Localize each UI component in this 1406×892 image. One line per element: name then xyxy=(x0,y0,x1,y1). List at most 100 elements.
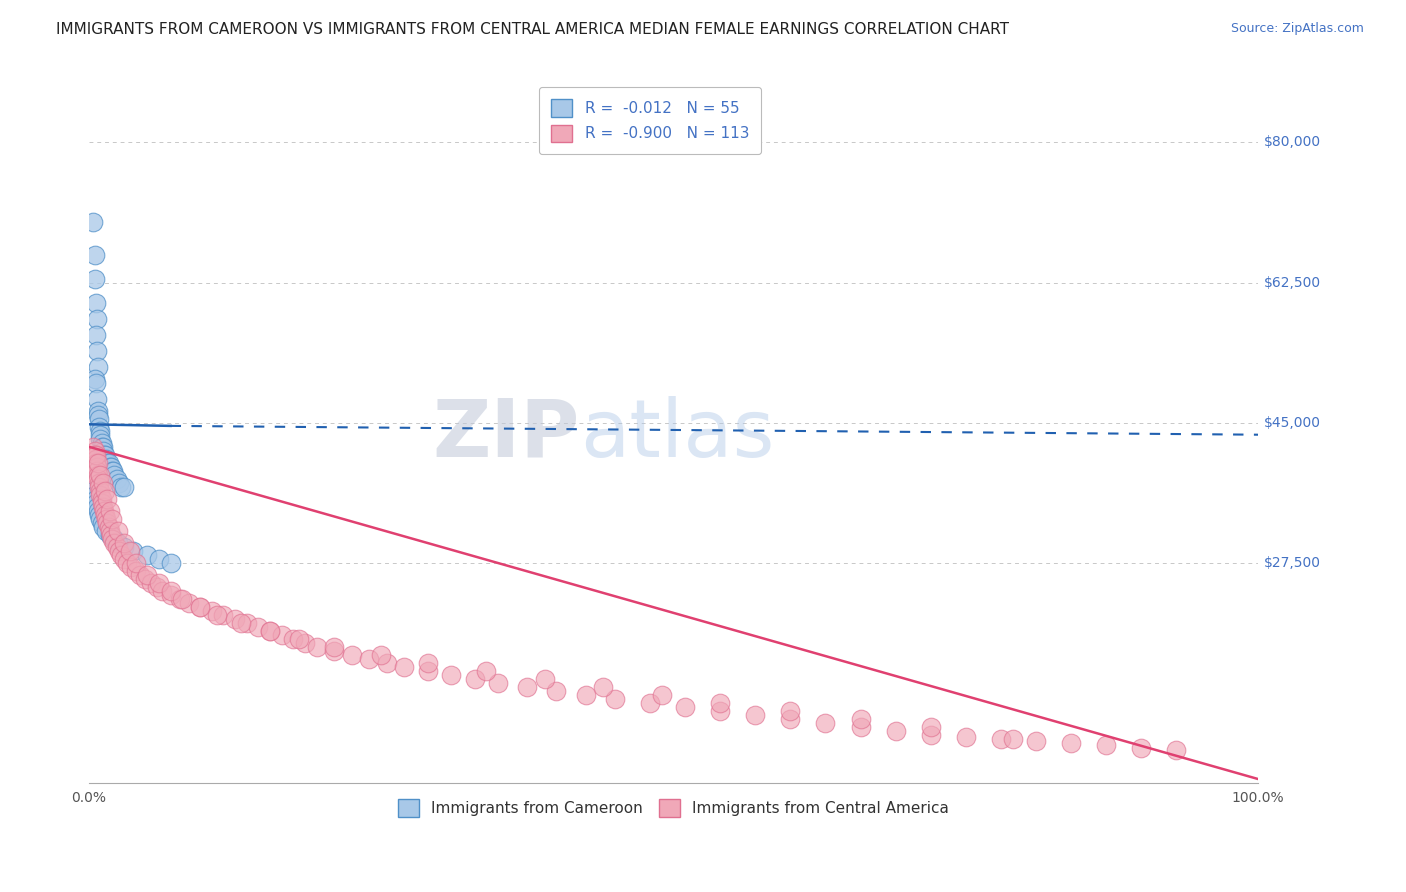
Point xyxy=(90,516,112,530)
Text: $80,000: $80,000 xyxy=(1264,136,1322,150)
Point xyxy=(84,496,107,510)
Point xyxy=(89,483,111,498)
Point xyxy=(294,636,316,650)
Point xyxy=(920,728,942,742)
Point xyxy=(82,440,104,454)
Point xyxy=(359,652,381,666)
Point xyxy=(96,491,118,506)
Point xyxy=(91,500,114,514)
Point xyxy=(89,467,111,482)
Point xyxy=(673,700,696,714)
Point xyxy=(87,359,110,374)
Point xyxy=(84,327,107,342)
Point xyxy=(229,615,252,630)
Point xyxy=(990,731,1012,746)
Point xyxy=(87,504,110,518)
Point xyxy=(475,664,498,678)
Point xyxy=(129,567,152,582)
Point xyxy=(87,403,110,417)
Point xyxy=(101,464,124,478)
Point xyxy=(90,496,112,510)
Point xyxy=(546,684,568,698)
Point xyxy=(323,644,346,658)
Point xyxy=(179,596,201,610)
Point xyxy=(89,508,111,522)
Point xyxy=(86,311,108,326)
Point xyxy=(96,456,118,470)
Point xyxy=(117,556,139,570)
Point xyxy=(100,459,122,474)
Point xyxy=(416,656,439,670)
Point xyxy=(96,512,118,526)
Point xyxy=(172,591,194,606)
Point xyxy=(375,656,398,670)
Point xyxy=(89,419,111,434)
Point xyxy=(118,544,141,558)
Point xyxy=(224,612,246,626)
Point xyxy=(110,548,132,562)
Point xyxy=(849,712,872,726)
Text: atlas: atlas xyxy=(579,396,775,474)
Point xyxy=(370,648,392,662)
Point xyxy=(124,564,146,578)
Point xyxy=(83,443,105,458)
Point xyxy=(744,708,766,723)
Point xyxy=(112,536,135,550)
Point xyxy=(288,632,311,646)
Point xyxy=(188,599,211,614)
Point xyxy=(110,480,132,494)
Point xyxy=(87,467,110,482)
Point xyxy=(91,520,114,534)
Point xyxy=(91,475,114,490)
Point xyxy=(270,628,292,642)
Point xyxy=(94,448,117,462)
Point xyxy=(105,540,128,554)
Point xyxy=(884,723,907,738)
Point xyxy=(235,615,257,630)
Point xyxy=(779,712,801,726)
Text: $27,500: $27,500 xyxy=(1264,556,1322,570)
Point xyxy=(103,536,125,550)
Point xyxy=(112,480,135,494)
Point xyxy=(84,456,107,470)
Point xyxy=(84,295,107,310)
Point xyxy=(283,632,305,646)
Point xyxy=(148,575,170,590)
Point xyxy=(120,559,142,574)
Point xyxy=(84,376,107,390)
Point xyxy=(89,475,111,490)
Text: IMMIGRANTS FROM CAMEROON VS IMMIGRANTS FROM CENTRAL AMERICA MEDIAN FEMALE EARNIN: IMMIGRANTS FROM CAMEROON VS IMMIGRANTS F… xyxy=(56,22,1010,37)
Text: Source: ZipAtlas.com: Source: ZipAtlas.com xyxy=(1230,22,1364,36)
Point xyxy=(86,500,108,514)
Point xyxy=(83,271,105,285)
Point xyxy=(83,247,105,261)
Point xyxy=(603,692,626,706)
Point xyxy=(103,532,125,546)
Point xyxy=(86,464,108,478)
Point xyxy=(84,491,107,506)
Point xyxy=(107,536,129,550)
Point xyxy=(159,583,181,598)
Point xyxy=(83,488,105,502)
Point xyxy=(112,551,135,566)
Point xyxy=(87,456,110,470)
Point xyxy=(394,660,416,674)
Point xyxy=(814,716,837,731)
Point xyxy=(98,528,121,542)
Point xyxy=(96,451,118,466)
Point xyxy=(84,448,107,462)
Point xyxy=(1166,743,1188,757)
Point xyxy=(107,524,129,538)
Point xyxy=(98,504,121,518)
Point xyxy=(709,704,731,718)
Point xyxy=(84,451,107,466)
Point xyxy=(105,472,128,486)
Point xyxy=(108,475,131,490)
Point xyxy=(955,730,977,744)
Point xyxy=(100,528,122,542)
Point xyxy=(533,672,555,686)
Point xyxy=(82,483,104,498)
Text: $62,500: $62,500 xyxy=(1264,276,1322,290)
Point xyxy=(709,696,731,710)
Point xyxy=(440,668,463,682)
